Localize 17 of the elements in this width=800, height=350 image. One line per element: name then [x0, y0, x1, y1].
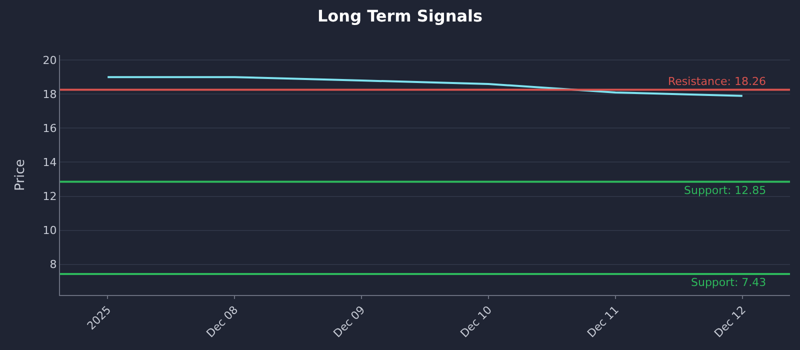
y-tick-label: 8 [50, 258, 57, 272]
ref-line-label: Support: 7.43 [691, 276, 766, 289]
x-tick-label: Dec 11 [584, 304, 622, 340]
x-tick-label: Dec 08 [204, 304, 241, 340]
y-tick-label: 10 [42, 224, 57, 238]
y-axis-title: Price [13, 159, 28, 191]
x-tick-label: Dec 12 [712, 304, 748, 340]
y-tick-label: 20 [42, 54, 57, 67]
y-tick-label: 18 [42, 88, 57, 101]
x-tick-label: Dec 10 [458, 304, 494, 340]
y-tick-label: 14 [42, 156, 57, 170]
x-tick-label: Dec 09 [330, 304, 368, 340]
chart-title: Long Term Signals [317, 6, 483, 26]
ref-line-label: Resistance: 18.26 [668, 75, 766, 88]
y-tick-label: 16 [42, 122, 57, 136]
ref-line-label: Support: 12.85 [684, 184, 766, 197]
y-tick-label: 12 [42, 190, 57, 204]
